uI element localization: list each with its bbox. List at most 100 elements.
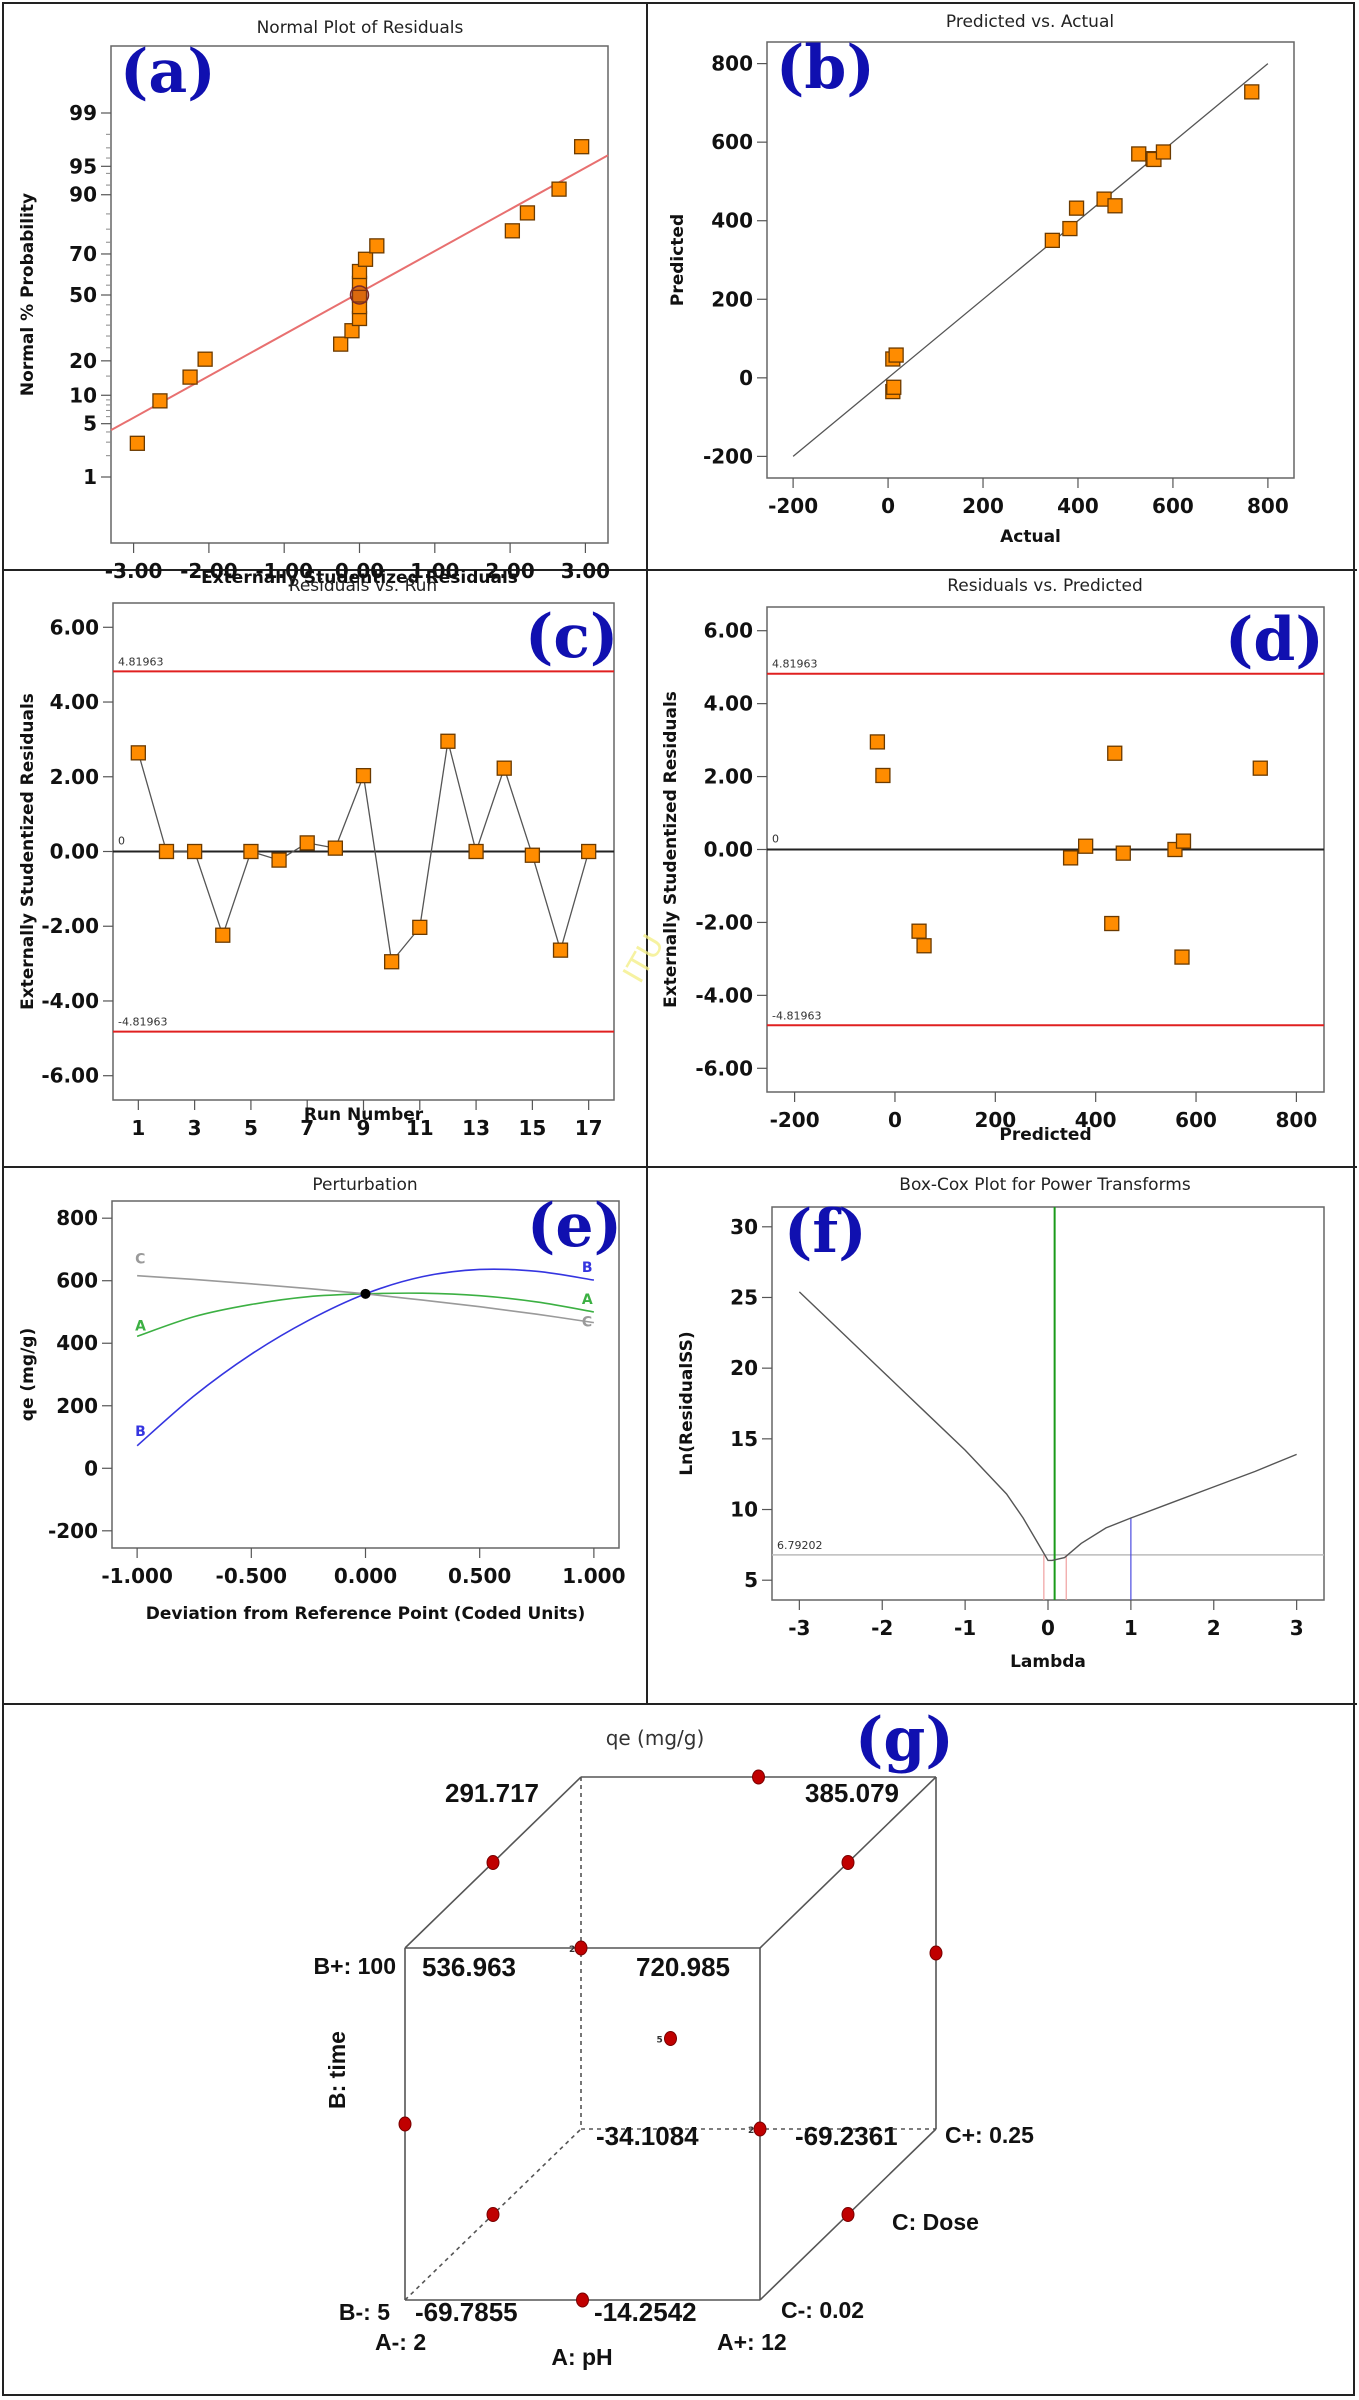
data-point: [182, 369, 198, 385]
data-point: [1244, 84, 1260, 100]
y-tick-label: 6.00: [704, 619, 753, 643]
x-tick-label: 11: [406, 1116, 434, 1140]
center-replicates-label: 5: [657, 2036, 663, 2046]
y-tick-label: 800: [56, 1206, 98, 1230]
x-tick-label: 800: [1247, 494, 1289, 518]
chart-title: Residuals vs. Run: [289, 576, 437, 596]
x-tick-label: 800: [1276, 1108, 1318, 1132]
factor-C-name: C: Dose: [892, 2209, 979, 2235]
x-tick-label: 1.00: [410, 559, 459, 583]
y-tick-label: 0.00: [704, 838, 753, 862]
y-tick-label: -200: [48, 1519, 98, 1543]
data-point: [152, 393, 168, 409]
x-axis-label: Lambda: [1010, 1652, 1086, 1672]
x-tick-label: -1.00: [255, 559, 313, 583]
y-tick-label: 20: [730, 1356, 758, 1380]
data-point: [440, 733, 456, 749]
plot-frame: [766, 41, 1295, 479]
x-tick-label: 0.500: [448, 1564, 511, 1588]
x-tick-label: -200: [770, 1108, 820, 1132]
x-tick-label: 3.00: [561, 559, 610, 583]
design-point: [929, 1945, 943, 1961]
data-point: [468, 843, 484, 860]
chart-f: Box-Cox Plot for Power Transforms -3 -2 -1 0…: [677, 1175, 1325, 1672]
y-tick-label: -4.00: [41, 989, 99, 1013]
data-point: [1115, 845, 1131, 861]
chart-a: Normal Plot of Residuals -3.00 -2.00 -1.00 0…: [18, 18, 610, 588]
data-point: [551, 181, 567, 197]
data-point: [1107, 198, 1123, 214]
y-tick-label: 50: [69, 283, 97, 307]
chart-e: Perturbation -1.000 -0.500 0.000 0.500 1.000 -…: [18, 1175, 626, 1624]
x-tick-label: -1.000: [101, 1564, 173, 1588]
y-tick-label: 200: [711, 287, 753, 311]
data-point: [1068, 200, 1085, 216]
x-tick-label: -0.500: [216, 1564, 288, 1588]
chart-b: Predicted vs. Actual -200 0 200 400 600 800 -20…: [668, 12, 1295, 547]
data-point: [186, 843, 203, 860]
data-point: [1062, 220, 1078, 237]
series-B-label-left: B: [135, 1424, 146, 1440]
x-tick-label: 2.00: [485, 559, 534, 583]
data-point: [369, 238, 385, 254]
boxcox-curve: [798, 1291, 1297, 1562]
panel-label: (g): [855, 1705, 954, 1775]
x-tick-label: 1.000: [562, 1564, 625, 1588]
series-A-label-left: A: [135, 1318, 146, 1334]
data-point: [1131, 146, 1147, 162]
corner-value: -69.7855: [415, 2297, 518, 2327]
divider-row1: [2, 569, 1357, 571]
data-point: [573, 139, 590, 155]
data-point: [886, 379, 902, 395]
reference-line: [792, 63, 1269, 457]
y-tick-label: 90: [69, 183, 97, 207]
y-tick-label: 600: [711, 130, 753, 154]
data-point: [1062, 850, 1079, 866]
y-tick-label: 600: [56, 1269, 98, 1293]
cube-title: qe (mg/g): [606, 1726, 705, 1750]
y-axis-label: Ln(ResidualSS): [677, 1331, 697, 1475]
y-axis-label: qe (mg/g): [18, 1328, 38, 1421]
series-A-label-right: A: [582, 1292, 593, 1308]
x-tick-label: -2: [871, 1616, 893, 1640]
y-tick-label: 70: [69, 242, 97, 266]
factor-A-name: A: pH: [551, 2344, 612, 2370]
x-tick-label: 200: [974, 1108, 1016, 1132]
zero-label: 0: [118, 835, 125, 848]
y-tick-label: -4.00: [695, 983, 753, 1007]
data-point: [243, 843, 259, 860]
chart-title: Predicted vs. Actual: [946, 12, 1114, 32]
design-point: [486, 2207, 500, 2222]
data-point: [1175, 833, 1192, 849]
x-tick-label: 5: [244, 1116, 258, 1140]
y-tick-label: 5: [744, 1568, 758, 1592]
chart-title: Residuals vs. Predicted: [947, 576, 1143, 596]
y-tick-label: 0: [739, 366, 753, 390]
data-point: [271, 852, 287, 868]
y-tick-label: 4.00: [50, 690, 99, 714]
y-tick-label: 1: [83, 465, 97, 489]
data-point: [383, 954, 400, 970]
reference-point: [360, 1288, 371, 1299]
series-C-label-right: C: [582, 1315, 592, 1331]
y-tick-label: 400: [711, 209, 753, 233]
factor-C-high: C+: 0.25: [945, 2122, 1034, 2148]
chart-g: 5 2 2 qe (mg/g) (g) 291.717 385.079 536.963 720.…: [314, 1705, 1035, 2370]
panel-label: (f): [784, 1197, 867, 1267]
limit-label: -4.81963: [772, 1009, 821, 1022]
design-point: [752, 1769, 765, 1785]
limit-label: 4.81963: [118, 655, 164, 668]
x-tick-label: 1: [131, 1116, 145, 1140]
data-point: [412, 919, 428, 936]
y-tick-label: -2.00: [695, 910, 753, 934]
y-tick-label: 10: [730, 1498, 758, 1522]
y-tick-label: 5: [83, 412, 97, 436]
factor-B-high: B+: 100: [314, 1953, 396, 1979]
x-axis-label: Deviation from Reference Point (Coded Un…: [146, 1604, 585, 1624]
y-tick-label: 95: [69, 154, 97, 178]
zero-label: 0: [772, 833, 779, 846]
y-axis-label: Normal % Probability: [18, 193, 38, 396]
y-tick-label: 25: [730, 1285, 758, 1309]
